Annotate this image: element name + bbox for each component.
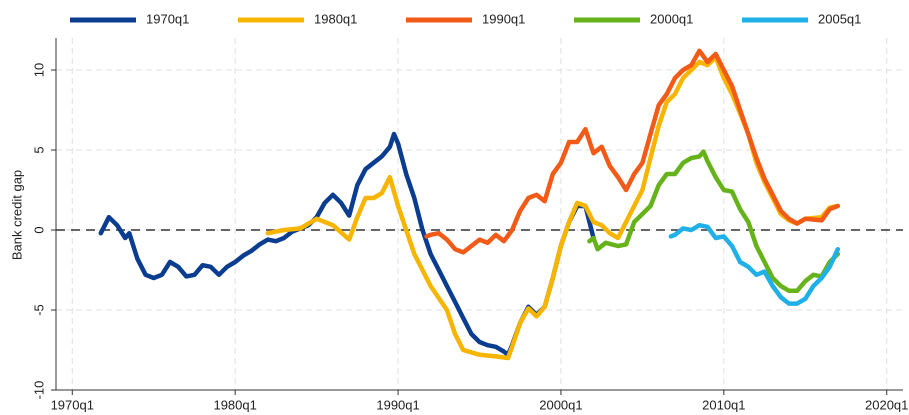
y-tick-label: 10: [31, 63, 46, 77]
x-tick-label: 2000q1: [539, 397, 582, 412]
x-tick-label: 1970q1: [51, 397, 94, 412]
legend-label: 2005q1: [818, 11, 861, 26]
series-line: [587, 149, 841, 294]
y-axis-label: Bank credit gap: [9, 170, 24, 260]
legend-label: 1970q1: [146, 11, 189, 26]
x-tick-label: 1980q1: [213, 397, 256, 412]
x-tick-label: 2010q1: [702, 397, 745, 412]
series-line: [424, 48, 841, 255]
x-tick-label: 1990q1: [376, 397, 419, 412]
legend-label: 2000q1: [650, 11, 693, 26]
legend-label: 1980q1: [314, 11, 357, 26]
y-tick-label: 0: [31, 226, 46, 233]
legend-label: 1990q1: [482, 11, 525, 26]
y-tick-label: -10: [31, 381, 46, 400]
y-tick-label: 5: [31, 146, 46, 153]
x-tick-label: 2020q1: [865, 397, 908, 412]
y-tick-label: -5: [31, 304, 46, 316]
series-line: [668, 222, 841, 306]
